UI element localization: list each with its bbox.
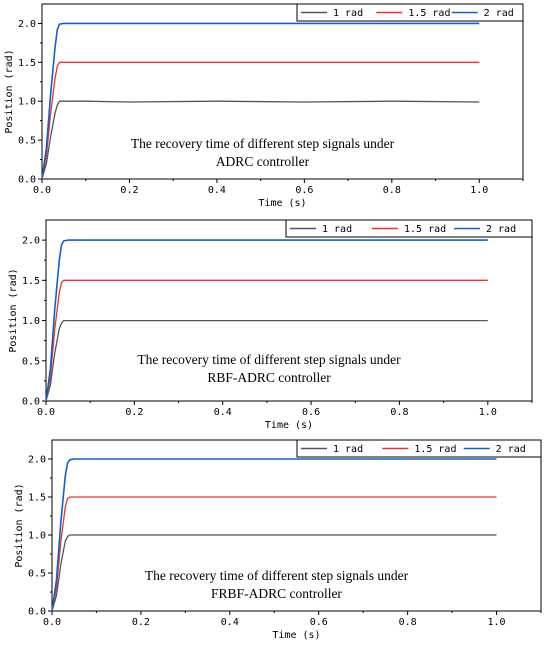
legend-label: 1.5 rad xyxy=(404,224,446,235)
x-tick-label: 0.2 xyxy=(125,407,143,418)
y-tick-label: 2.0 xyxy=(28,455,46,466)
legend-label: 1 rad xyxy=(333,8,363,19)
annotation-line: The recovery time of different step sign… xyxy=(131,136,395,151)
x-tick-label: 1.0 xyxy=(470,185,488,196)
x-tick-label: 1.0 xyxy=(479,407,497,418)
x-tick-label: 0.4 xyxy=(221,617,239,628)
y-tick-label: 1.5 xyxy=(28,493,46,504)
legend-label: 1 rad xyxy=(322,224,352,235)
legend: 1 rad 1.5 rad 2 rad xyxy=(285,219,533,238)
x-tick-label: 0.6 xyxy=(295,185,313,196)
y-tick-label: 0.5 xyxy=(18,136,36,147)
legend-box xyxy=(296,3,524,22)
x-tick-label: 0.0 xyxy=(37,407,55,418)
x-axis-title: Time (s) xyxy=(258,198,306,209)
y-tick-label: 1.5 xyxy=(22,276,40,287)
x-tick-label: 0.8 xyxy=(383,185,401,196)
series-line-1-5-rad xyxy=(45,279,488,402)
x-tick-label: 0.2 xyxy=(120,185,138,196)
x-tick-label: 0.8 xyxy=(390,407,408,418)
y-tick-label: 0.0 xyxy=(28,607,46,618)
series-line-1-rad xyxy=(45,319,488,402)
series-line-1-5-rad xyxy=(51,496,497,612)
y-axis-title: Position (rad) xyxy=(14,483,25,567)
legend-label: 1 rad xyxy=(333,444,363,455)
x-tick-label: 0.8 xyxy=(399,617,417,628)
x-axis-title: Time (s) xyxy=(265,420,313,431)
legend-label: 1.5 rad xyxy=(414,444,456,455)
y-tick-label: 1.0 xyxy=(18,97,36,108)
series-line-2-rad xyxy=(45,239,488,402)
y-tick-label: 0.0 xyxy=(22,397,40,408)
x-tick-label: 0.4 xyxy=(208,185,226,196)
y-axis-title: Position (rad) xyxy=(4,49,15,133)
legend-box xyxy=(285,219,533,238)
series-line-2-rad xyxy=(41,22,480,180)
chart-panel-1: 0.0 0.2 0.4 0.6 0.8 1.0 0.0 0.5 1.0 1.5 2.0 Time (s… xyxy=(4,3,524,209)
annotation-line: The recovery time of different step sign… xyxy=(137,352,401,367)
annotation-line: RBF-ADRC controller xyxy=(207,370,331,385)
series-line-1-rad xyxy=(51,534,497,612)
x-tick-label: 0.6 xyxy=(310,617,328,628)
y-axis-title: Position (rad) xyxy=(8,268,19,352)
x-tick-label: 1.0 xyxy=(488,617,506,628)
x-tick-label: 0.0 xyxy=(33,185,51,196)
annotation-line: ADRC controller xyxy=(216,154,310,169)
series-line-1-5-rad xyxy=(41,61,480,180)
y-tick-label: 0.5 xyxy=(28,569,46,580)
series-line-2-rad xyxy=(51,458,497,612)
x-tick-label: 0.0 xyxy=(43,617,61,628)
annotation-line: The recovery time of different step sign… xyxy=(145,568,409,583)
y-tick-label: 1.5 xyxy=(18,58,36,69)
y-tick-label: 2.0 xyxy=(22,236,40,247)
legend: 1 rad 1.5 rad 2 rad xyxy=(296,3,524,22)
chart-panel-3: 0.0 0.2 0.4 0.6 0.8 1.0 0.0 0.5 1.0 1.5 2.0 Time (s… xyxy=(14,439,542,641)
legend-label: 2 rad xyxy=(484,8,514,19)
series-line-1-rad xyxy=(41,100,480,180)
plot-frame xyxy=(41,3,524,180)
y-tick-label: 0.5 xyxy=(22,356,40,367)
x-tick-label: 0.4 xyxy=(214,407,232,418)
legend-label: 2 rad xyxy=(486,224,516,235)
y-tick-label: 1.0 xyxy=(28,531,46,542)
chart-panel-2: 0.0 0.2 0.4 0.6 0.8 1.0 0.0 0.5 1.0 1.5 2.0 Time (s… xyxy=(8,219,533,431)
legend-label: 2 rad xyxy=(496,444,526,455)
y-tick-label: 1.0 xyxy=(22,316,40,327)
y-tick-label: 0.0 xyxy=(18,175,36,186)
legend-box xyxy=(296,439,542,458)
x-tick-label: 0.2 xyxy=(132,617,150,628)
annotation-line: FRBF-ADRC controller xyxy=(211,586,342,601)
x-axis-title: Time (s) xyxy=(272,630,320,641)
x-tick-label: 0.6 xyxy=(302,407,320,418)
y-tick-label: 2.0 xyxy=(18,19,36,30)
legend: 1 rad 1.5 rad 2 rad xyxy=(296,439,542,458)
legend-label: 1.5 rad xyxy=(408,8,450,19)
